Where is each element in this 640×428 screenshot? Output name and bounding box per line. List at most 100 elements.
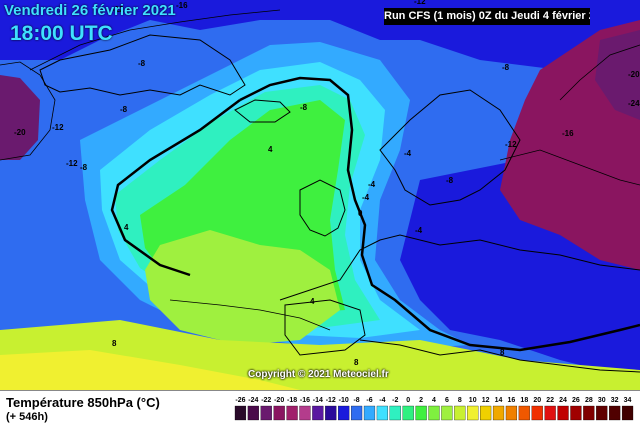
coastline-scandinavia xyxy=(379,89,521,206)
contour-label: -8 xyxy=(80,163,88,172)
legend-swatch xyxy=(596,405,608,421)
contour-label: -12 xyxy=(52,123,64,132)
legend-value: 20 xyxy=(533,397,541,404)
freezing-contour-west xyxy=(110,99,241,277)
legend-value: -4 xyxy=(379,397,385,404)
legend-value: 10 xyxy=(469,397,477,404)
contour-label: -4 xyxy=(404,149,412,158)
legend-swatch xyxy=(570,405,582,421)
contour-label: -4 xyxy=(415,226,423,235)
legend-swatch xyxy=(480,405,492,421)
contour-label: 8 xyxy=(500,348,505,357)
contour-label: -12 xyxy=(112,5,124,14)
purple-core-east xyxy=(595,30,640,120)
legend-value: 16 xyxy=(508,397,516,404)
legend-bar: Température 850hPa (°C) (+ 546h) -26 -24-… xyxy=(0,390,640,428)
legend-value: 4 xyxy=(432,397,436,404)
legend-value: 12 xyxy=(482,397,490,404)
contour-label: 4 xyxy=(268,145,273,154)
legend-value: 34 xyxy=(624,397,632,404)
legend-swatch xyxy=(544,405,556,421)
legend-value: -6 xyxy=(366,397,372,404)
copyright-text: Copyright © 2021 Meteociel.fr xyxy=(248,369,389,380)
coastline-europe xyxy=(279,234,640,301)
coastline-iceland xyxy=(234,99,291,123)
legend-swatch xyxy=(583,405,595,421)
legend-swatch xyxy=(467,405,479,421)
legend-value: -26 xyxy=(235,397,245,404)
legend-value: 14 xyxy=(495,397,503,404)
contour-label: 8 xyxy=(112,339,117,348)
forecast-time: 18:00 UTC xyxy=(10,22,113,45)
legend-value: 32 xyxy=(611,397,619,404)
variable-title: Température 850hPa (°C) xyxy=(6,395,160,410)
color-legend: -26 -24 -22 -20 -18 -16 -14 -12 -10 -8 -6 -4 -2 0 2 4 6 8… xyxy=(234,397,634,421)
contour-label: -16 xyxy=(562,129,574,138)
coastline-iberia xyxy=(284,299,366,356)
contour-label: 4 xyxy=(310,297,315,306)
contour-label: -8 xyxy=(300,103,308,112)
legend-swatch xyxy=(350,405,363,421)
legend-swatch xyxy=(415,405,427,421)
forecast-date: Vendredi 26 février 2021 xyxy=(4,2,176,19)
contour-label: -12 xyxy=(414,0,426,6)
legend-swatch xyxy=(621,405,634,421)
thin-contour-4 xyxy=(559,44,640,101)
legend-swatch xyxy=(505,405,518,421)
legend-swatch xyxy=(428,405,440,421)
run-info: Run CFS (1 mois) 0Z du Jeudi 4 février 2… xyxy=(384,8,590,25)
thin-contour-2 xyxy=(0,61,56,161)
temperature-map: -12-8-12 -8-8-12-20-16 -12-8-20-24-16-4-12… xyxy=(0,0,640,390)
legend-value: -10 xyxy=(339,397,349,404)
legend-value: 0 xyxy=(406,397,410,404)
coastline-greenland xyxy=(39,34,246,96)
legend-value: -14 xyxy=(313,397,323,404)
legend-value: 2 xyxy=(419,397,423,404)
legend-swatch xyxy=(531,405,543,421)
contour-label: -8 xyxy=(502,63,510,72)
legend-swatch xyxy=(338,405,350,421)
contour-label: -8 xyxy=(446,176,454,185)
legend-value: 26 xyxy=(572,397,580,404)
legend-swatch xyxy=(273,405,285,421)
contour-label: 4 xyxy=(124,223,129,232)
contour-label: -24 xyxy=(628,99,640,108)
legend-swatch xyxy=(492,405,505,421)
legend-value: 8 xyxy=(458,397,462,404)
contour-label: -12 xyxy=(66,159,78,168)
legend-value: -18 xyxy=(287,397,297,404)
freezing-contour xyxy=(239,76,640,352)
legend-value: -20 xyxy=(274,397,284,404)
lead-time: (+ 546h) xyxy=(6,411,48,423)
contour-label-layer: -12-8-12 -8-8-12-20-16 -12-8-20-24-16-4-12… xyxy=(14,0,640,367)
legend-swatch xyxy=(376,405,388,421)
contour-label: -8 xyxy=(120,105,128,114)
legend-value: 6 xyxy=(445,397,449,404)
coastline-british-isles xyxy=(299,179,346,237)
contour-label: -20 xyxy=(628,70,640,79)
legend-swatch xyxy=(518,405,530,421)
legend-swatch xyxy=(325,405,337,421)
contour-label: -4 xyxy=(368,180,376,189)
contour-label: -20 xyxy=(14,128,26,137)
contour-label: -8 xyxy=(138,59,146,68)
legend-swatch xyxy=(454,405,466,421)
coastline-mediterranean xyxy=(359,339,640,373)
thin-contour-5 xyxy=(499,149,640,186)
legend-value: -16 xyxy=(300,397,310,404)
contour-label: -16 xyxy=(176,1,188,10)
contour-label: -4 xyxy=(362,193,370,202)
legend-swatch xyxy=(286,405,298,421)
legend-value: -22 xyxy=(261,397,271,404)
yellow-area xyxy=(0,350,300,390)
legend-value: -2 xyxy=(392,397,398,404)
legend-value: -24 xyxy=(248,397,258,404)
legend-swatch xyxy=(441,405,453,421)
legend-swatch xyxy=(557,405,569,421)
legend-swatch xyxy=(247,405,259,421)
contour-label: 0 xyxy=(358,209,363,218)
legend-swatch xyxy=(363,405,376,421)
legend-value: 18 xyxy=(520,397,528,404)
legend-value: 28 xyxy=(585,397,593,404)
